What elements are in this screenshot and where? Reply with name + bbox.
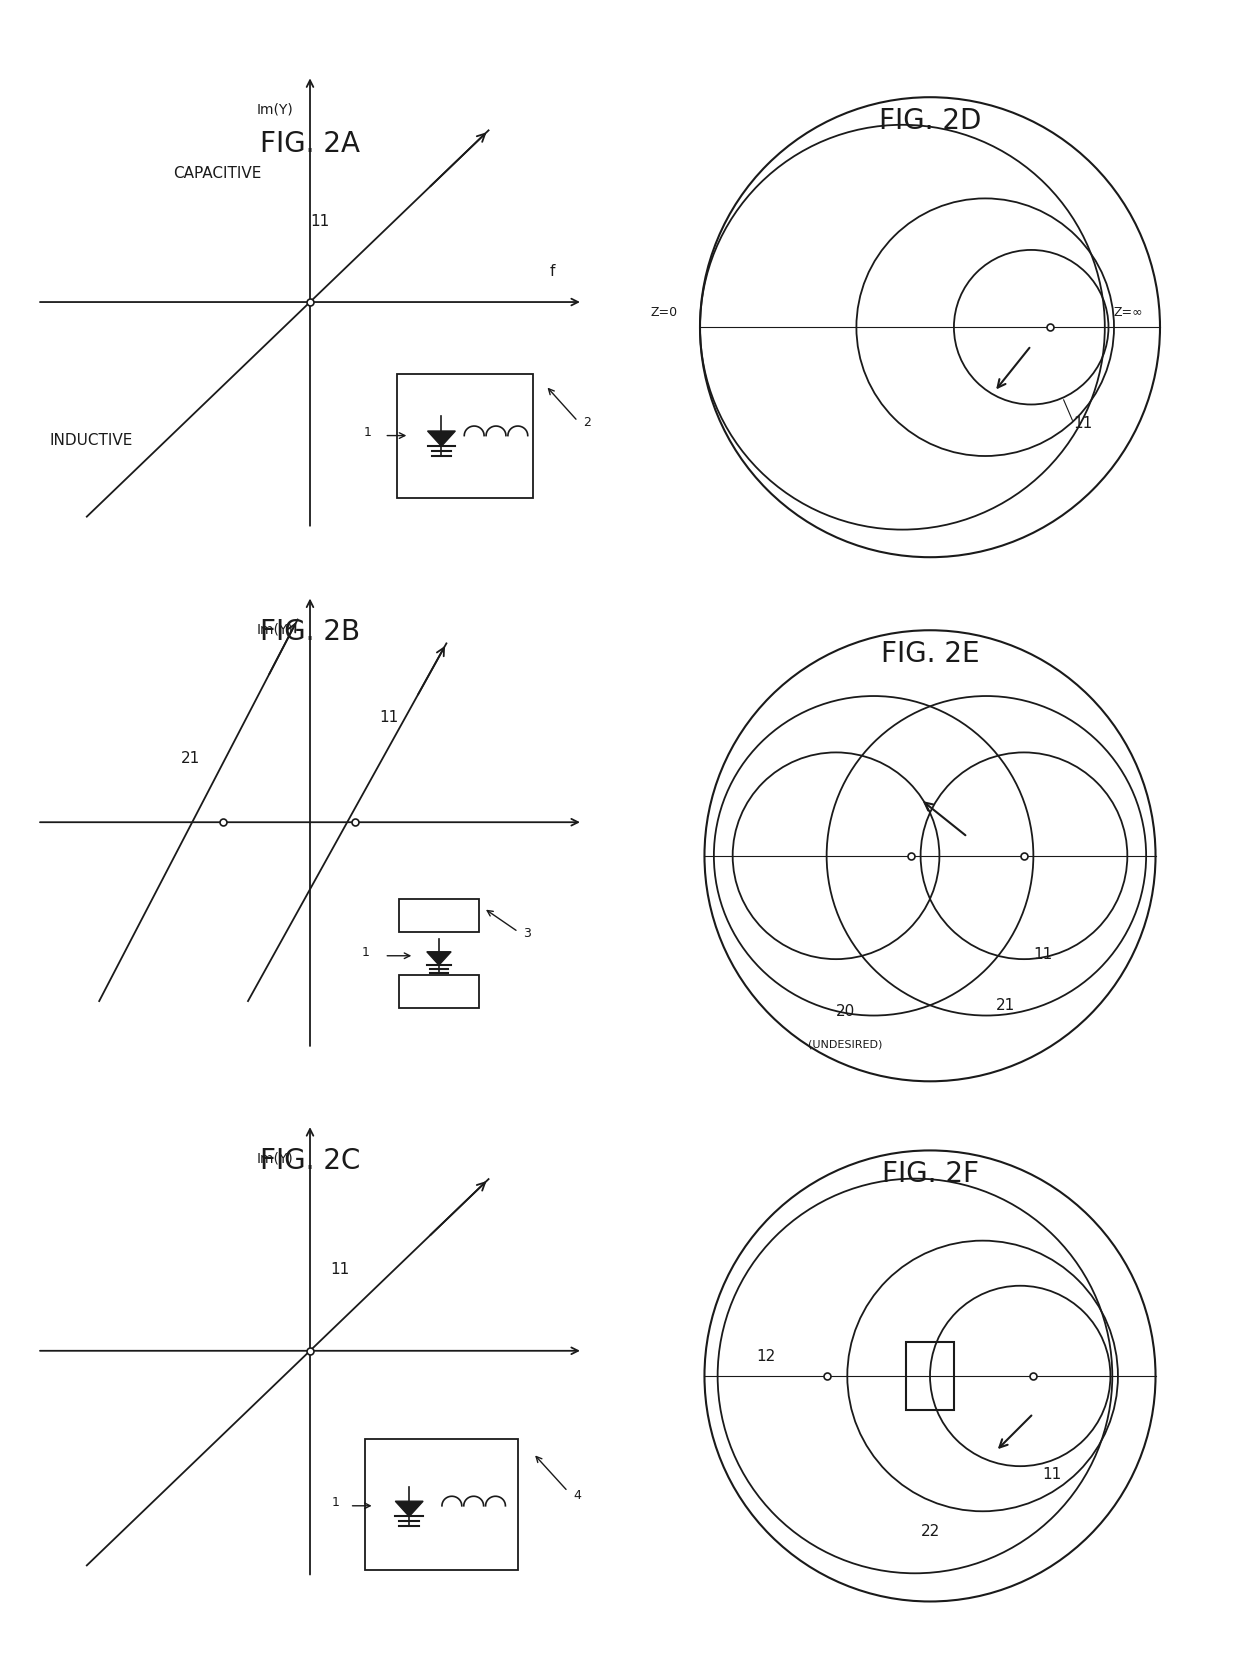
Text: 21: 21 (996, 998, 1016, 1014)
Text: 11: 11 (330, 1262, 350, 1277)
Bar (399, 898, 479, 931)
Text: 12: 12 (756, 1349, 776, 1364)
Text: 22: 22 (920, 1524, 940, 1539)
Text: Im(Y): Im(Y) (257, 1151, 294, 1166)
Text: 2: 2 (583, 416, 590, 430)
Text: 1: 1 (332, 1495, 340, 1509)
Text: Im(Y): Im(Y) (257, 623, 294, 638)
Text: CAPACITIVE: CAPACITIVE (174, 166, 262, 181)
Text: FIG. 2A: FIG. 2A (260, 129, 360, 158)
Text: 21: 21 (181, 750, 201, 765)
Text: FIG. 2F: FIG. 2F (882, 1159, 978, 1188)
Text: 1: 1 (365, 426, 372, 438)
Text: FIG. 2B: FIG. 2B (260, 619, 360, 646)
Text: 4: 4 (573, 1488, 580, 1502)
Text: f: f (551, 265, 556, 279)
Text: 11: 11 (1074, 416, 1092, 431)
Text: 11: 11 (1043, 1467, 1061, 1482)
Text: FIG. 2D: FIG. 2D (879, 107, 981, 136)
Text: 11: 11 (379, 710, 399, 725)
Text: 1: 1 (362, 946, 370, 958)
Text: 20: 20 (836, 1003, 856, 1019)
Polygon shape (428, 431, 455, 446)
Text: Z=∞: Z=∞ (1114, 305, 1143, 319)
Text: (UNDESIRED): (UNDESIRED) (808, 1039, 883, 1049)
Text: 11: 11 (310, 213, 330, 228)
Polygon shape (396, 1502, 423, 1517)
Text: FIG. 2C: FIG. 2C (260, 1148, 360, 1175)
Bar (365, 1440, 518, 1571)
Polygon shape (427, 951, 451, 965)
Text: 11: 11 (1033, 946, 1053, 961)
Text: Z=0: Z=0 (650, 305, 677, 319)
Bar (905, 1342, 955, 1410)
Bar (399, 975, 479, 1008)
Text: INDUCTIVE: INDUCTIVE (50, 433, 133, 448)
Text: 3: 3 (523, 926, 531, 940)
Text: FIG. 2E: FIG. 2E (880, 639, 980, 668)
Text: Im(Y): Im(Y) (257, 102, 294, 117)
Bar (397, 374, 533, 498)
